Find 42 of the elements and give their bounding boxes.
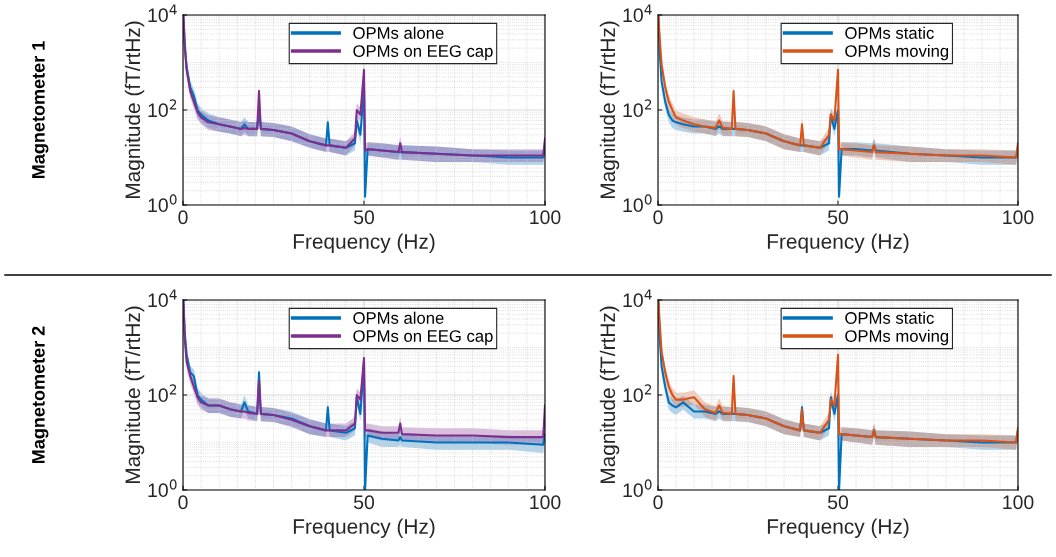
x-tick-label: 0 (653, 495, 663, 510)
legend-label: OPMs moving (845, 329, 949, 346)
x-axis-title: Frequency (Hz) (293, 233, 435, 253)
y-tick-label: 10$^{2}$ (623, 99, 652, 118)
x-tick-label: 100 (1003, 495, 1034, 510)
x-tick-label: 100 (530, 495, 561, 510)
y-tick-label: 10$^{4}$ (148, 4, 177, 23)
x-tick-label: 100 (530, 210, 561, 225)
y-axis-title: Magnitude (fT/rtHz) (599, 21, 620, 199)
y-tick-label: 10$^{0}$ (148, 479, 177, 498)
x-tick-label: 0 (653, 210, 663, 225)
text: Magnetometer 1 (32, 41, 49, 179)
text: Magnetometer 2 (31, 326, 49, 464)
x-tick-label: 50 (827, 495, 849, 510)
legend-label: OPMs static (845, 26, 934, 39)
x-tick-label: 0 (178, 210, 188, 225)
x-axis-title: Frequency (Hz) (293, 518, 435, 538)
legend-label: OPMs on EEG cap (353, 330, 493, 346)
x-tick-label: 50 (353, 210, 375, 225)
x-tick-label: 50 (353, 495, 375, 510)
y-tick-label: 10$^{2}$ (148, 384, 177, 403)
y-tick-label: 10$^{0}$ (623, 479, 652, 498)
y-tick-label: 10$^{4}$ (623, 289, 652, 308)
legend-label: OPMs static (845, 311, 934, 324)
y-tick-label: 10$^{4}$ (623, 4, 652, 23)
y-tick-label: 10$^{0}$ (148, 194, 177, 213)
x-tick-label: 50 (827, 210, 849, 225)
x-axis-title: Frequency (Hz) (767, 233, 909, 253)
y-tick-label: 10$^{4}$ (148, 289, 177, 308)
x-tick-label: 0 (178, 495, 188, 510)
y-tick-label: 10$^{2}$ (148, 99, 177, 118)
legend-label: OPMs on EEG cap (353, 45, 493, 61)
x-axis-title: Frequency (Hz) (767, 518, 909, 538)
legend-label: OPMs alone (353, 311, 444, 324)
y-axis-title: Magnitude (fT/rtHz) (124, 21, 145, 199)
y-tick-label: 10$^{0}$ (623, 194, 652, 213)
y-tick-label: 10$^{2}$ (623, 384, 652, 403)
x-tick-label: 100 (1003, 210, 1034, 225)
legend-label: OPMs alone (353, 26, 444, 39)
y-axis-title: Magnitude (fT/rtHz) (124, 306, 145, 484)
legend-label: OPMs moving (845, 44, 949, 61)
y-axis-title: Magnitude (fT/rtHz) (599, 306, 620, 484)
